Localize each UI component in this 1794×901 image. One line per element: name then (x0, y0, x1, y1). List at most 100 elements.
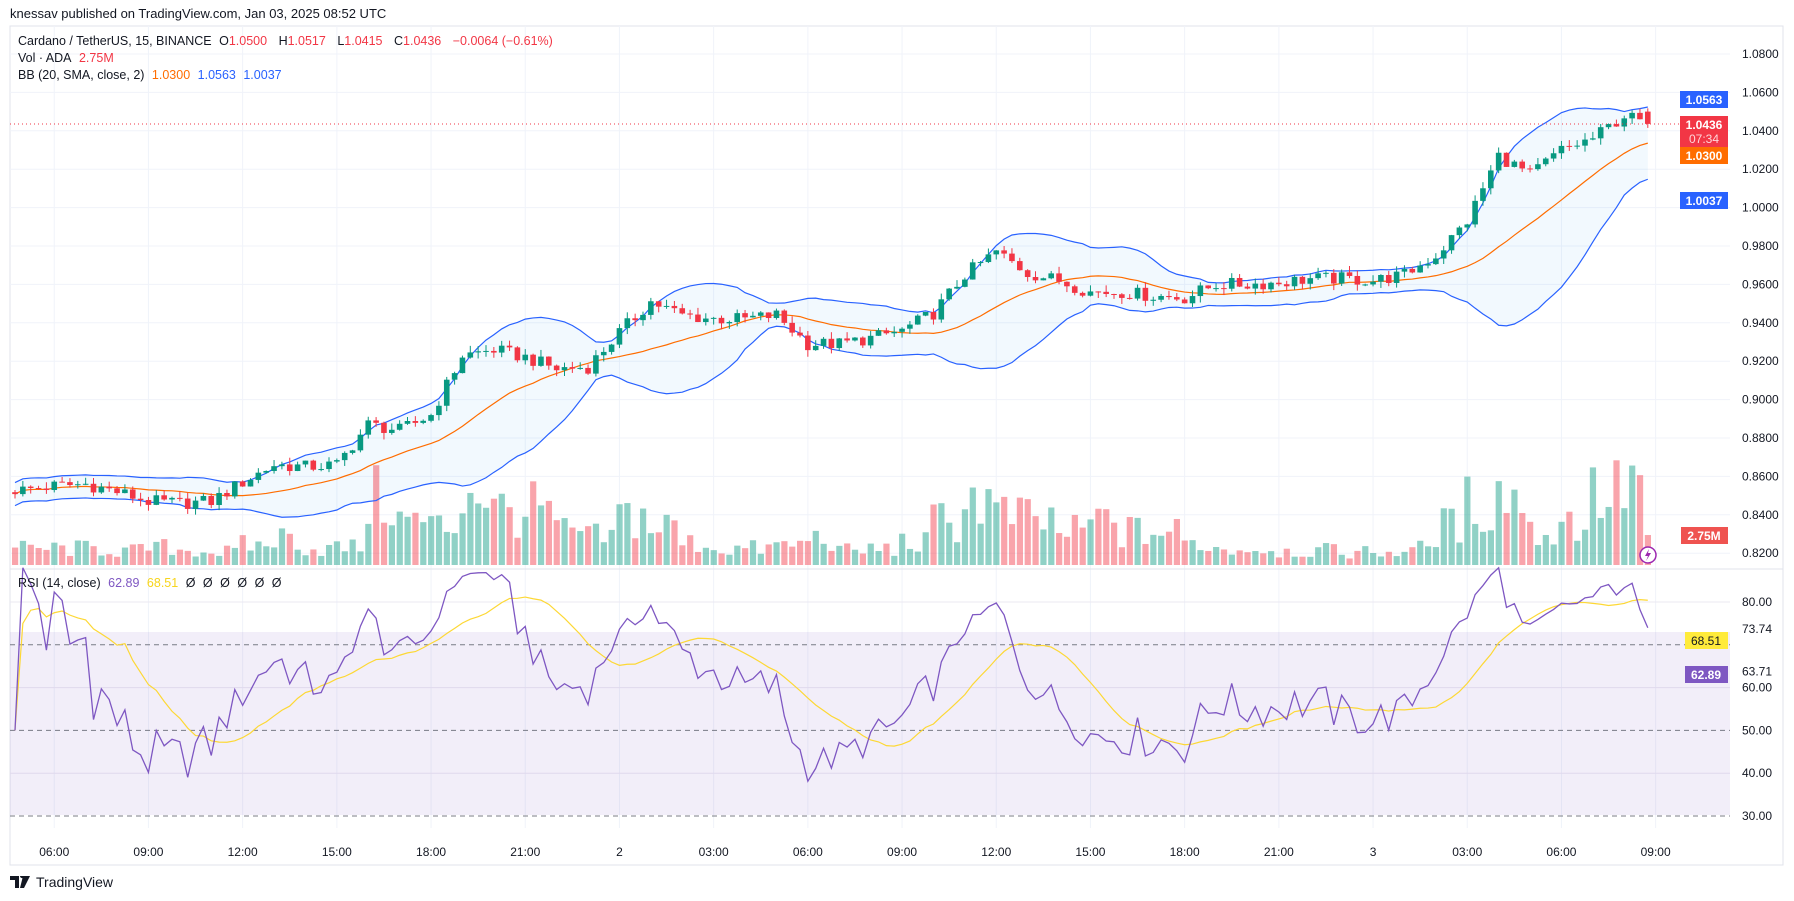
candle[interactable] (1040, 277, 1047, 281)
candle[interactable] (1519, 159, 1525, 173)
candle[interactable] (1103, 285, 1109, 298)
candle[interactable] (1126, 294, 1133, 300)
candle[interactable] (907, 321, 913, 334)
candle[interactable] (294, 461, 301, 472)
candle[interactable] (404, 417, 411, 425)
rsi-legend[interactable]: RSI (14, close) 62.89 68.51 Ø Ø Ø Ø Ø Ø (18, 576, 286, 590)
candle[interactable] (1566, 140, 1573, 151)
candle[interactable] (27, 485, 34, 494)
candle[interactable] (271, 460, 277, 474)
candle[interactable] (805, 330, 811, 357)
candle[interactable] (1071, 284, 1078, 296)
candle[interactable] (930, 308, 937, 325)
candle[interactable] (1189, 290, 1196, 307)
candle[interactable] (679, 303, 686, 315)
candle[interactable] (624, 312, 631, 335)
candle[interactable] (341, 451, 348, 466)
candle[interactable] (687, 309, 693, 320)
candle[interactable] (1174, 292, 1180, 302)
candle[interactable] (946, 288, 952, 301)
candle[interactable] (1268, 281, 1274, 293)
candle[interactable] (922, 311, 929, 317)
candle[interactable] (1464, 223, 1471, 232)
candle[interactable] (12, 489, 18, 499)
candle[interactable] (797, 326, 803, 338)
candle[interactable] (1472, 195, 1478, 228)
candle[interactable] (671, 300, 678, 313)
candle[interactable] (1409, 266, 1416, 274)
candle[interactable] (51, 480, 58, 493)
candle[interactable] (1511, 159, 1518, 168)
candle[interactable] (420, 419, 426, 425)
candle[interactable] (436, 401, 442, 421)
candle[interactable] (200, 493, 207, 501)
candle[interactable] (318, 463, 324, 472)
candle[interactable] (1134, 284, 1141, 301)
candle[interactable] (1605, 123, 1612, 130)
candle[interactable] (1503, 152, 1510, 167)
candle[interactable] (239, 480, 246, 487)
candle[interactable] (357, 429, 364, 453)
candle[interactable] (1276, 277, 1282, 287)
candle[interactable] (1378, 274, 1384, 288)
candle[interactable] (640, 311, 646, 326)
candle[interactable] (883, 327, 890, 335)
candle[interactable] (106, 481, 112, 492)
candle[interactable] (734, 309, 740, 327)
candle[interactable] (954, 280, 960, 290)
candle[interactable] (742, 309, 748, 323)
candle[interactable] (875, 327, 882, 336)
candle[interactable] (286, 457, 293, 476)
candle[interactable] (43, 482, 50, 494)
candle[interactable] (310, 459, 317, 472)
main-legend[interactable]: Cardano / TetherUS, 15, BINANCE O1.0500 … (18, 34, 557, 48)
candle[interactable] (820, 337, 827, 349)
candle[interactable] (1119, 293, 1125, 304)
candle[interactable] (1385, 270, 1392, 287)
candle[interactable] (726, 320, 733, 329)
candle[interactable] (82, 477, 89, 485)
candle[interactable] (1370, 275, 1376, 287)
candle[interactable] (781, 309, 788, 326)
candle[interactable] (145, 496, 152, 511)
candle[interactable] (1017, 257, 1023, 271)
candle[interactable] (59, 476, 65, 483)
candle[interactable] (1307, 273, 1314, 290)
candle[interactable] (1433, 253, 1439, 266)
candle[interactable] (914, 314, 921, 325)
candle[interactable] (1197, 282, 1204, 303)
candle[interactable] (561, 362, 568, 377)
candle[interactable] (522, 349, 529, 365)
candle[interactable] (208, 493, 215, 509)
candle[interactable] (1064, 281, 1070, 293)
candle[interactable] (1629, 110, 1635, 124)
candle[interactable] (506, 340, 513, 352)
candle[interactable] (1401, 265, 1408, 278)
candle[interactable] (1645, 108, 1651, 128)
candle[interactable] (836, 337, 843, 351)
candle[interactable] (1009, 248, 1015, 263)
candle[interactable] (1621, 115, 1628, 132)
candle[interactable] (475, 346, 481, 359)
candles[interactable] (12, 108, 1651, 515)
candle[interactable] (1456, 225, 1463, 239)
candle[interactable] (546, 356, 552, 370)
candle[interactable] (1637, 108, 1643, 120)
bb-legend[interactable]: BB (20, SMA, close, 2) 1.0300 1.0563 1.0… (18, 68, 286, 82)
candle[interactable] (1221, 282, 1227, 296)
candle[interactable] (1495, 147, 1502, 174)
candle[interactable] (263, 470, 269, 474)
candle[interactable] (75, 480, 81, 489)
candle[interactable] (20, 480, 26, 497)
candle[interactable] (765, 312, 772, 323)
symbol-title[interactable]: Cardano / TetherUS, 15, BINANCE (18, 34, 212, 48)
candle[interactable] (1574, 140, 1580, 150)
candle[interactable] (757, 311, 764, 321)
candle[interactable] (129, 486, 136, 504)
candle[interactable] (192, 496, 199, 515)
candle[interactable] (695, 307, 701, 323)
candle[interactable] (1236, 274, 1243, 288)
candle[interactable] (161, 490, 167, 501)
candle[interactable] (35, 485, 42, 490)
candle[interactable] (593, 350, 599, 377)
